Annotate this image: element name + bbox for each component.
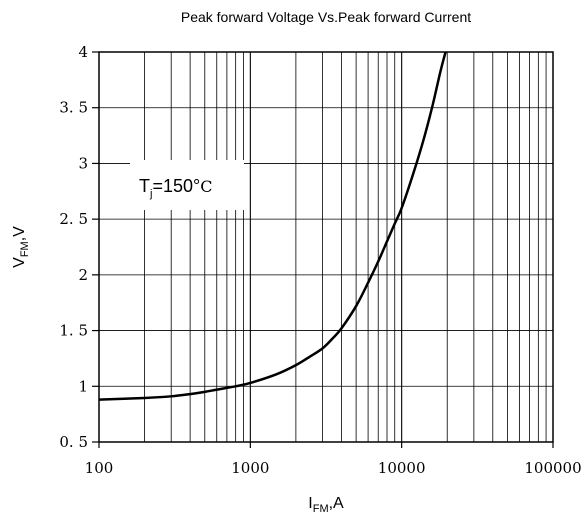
y-tick-label: 4 (78, 43, 88, 61)
x-axis-label-suffix: ,A (329, 495, 344, 512)
plot-frame (98, 51, 554, 443)
annotation-sub: j (149, 188, 152, 200)
y-tick-label: 1. 5 (59, 322, 88, 340)
x-tick-label: 10000 (378, 459, 426, 477)
series (98, 51, 447, 401)
y-axis-label-main: V (11, 257, 28, 268)
y-axis-label-sub: FM (19, 241, 31, 257)
annotation-suffix: =150° (152, 176, 200, 196)
chart-title: Peak forward Voltage Vs.Peak forward Cur… (181, 9, 471, 25)
annotation-main: T (139, 176, 150, 196)
y-tick-label: 1 (78, 377, 88, 395)
y-tick-label: 3. 5 (59, 99, 88, 117)
annotation-box: Tj=150°C (130, 160, 244, 210)
annotation-background (130, 160, 244, 210)
annotation-unit: C (200, 177, 212, 196)
annotation-text: Tj=150°C (139, 176, 212, 200)
y-tick-label: 3 (78, 154, 88, 172)
y-axis-label-suffix: ,V (11, 226, 28, 241)
series-line (98, 51, 447, 401)
y-axis-label: VFM,V (11, 226, 31, 268)
x-axis-label-sub: FM (313, 503, 329, 515)
grid (99, 52, 553, 442)
y-tick-label: 2 (78, 266, 88, 284)
y-tick-label: 2. 5 (59, 210, 88, 228)
y-tick-label: 0. 5 (59, 433, 88, 451)
x-axis-label: IFM,A (308, 495, 344, 515)
x-tick-label: 1000 (231, 459, 269, 477)
x-axis-label-main: I (308, 495, 312, 512)
ticks: 0. 5 1 1. 5 2 2. 5 3 3. 5 4 100 1000 10000 100000 (59, 43, 581, 477)
x-tick-label: 100000 (524, 459, 581, 477)
x-tick-label: 100 (85, 459, 114, 477)
